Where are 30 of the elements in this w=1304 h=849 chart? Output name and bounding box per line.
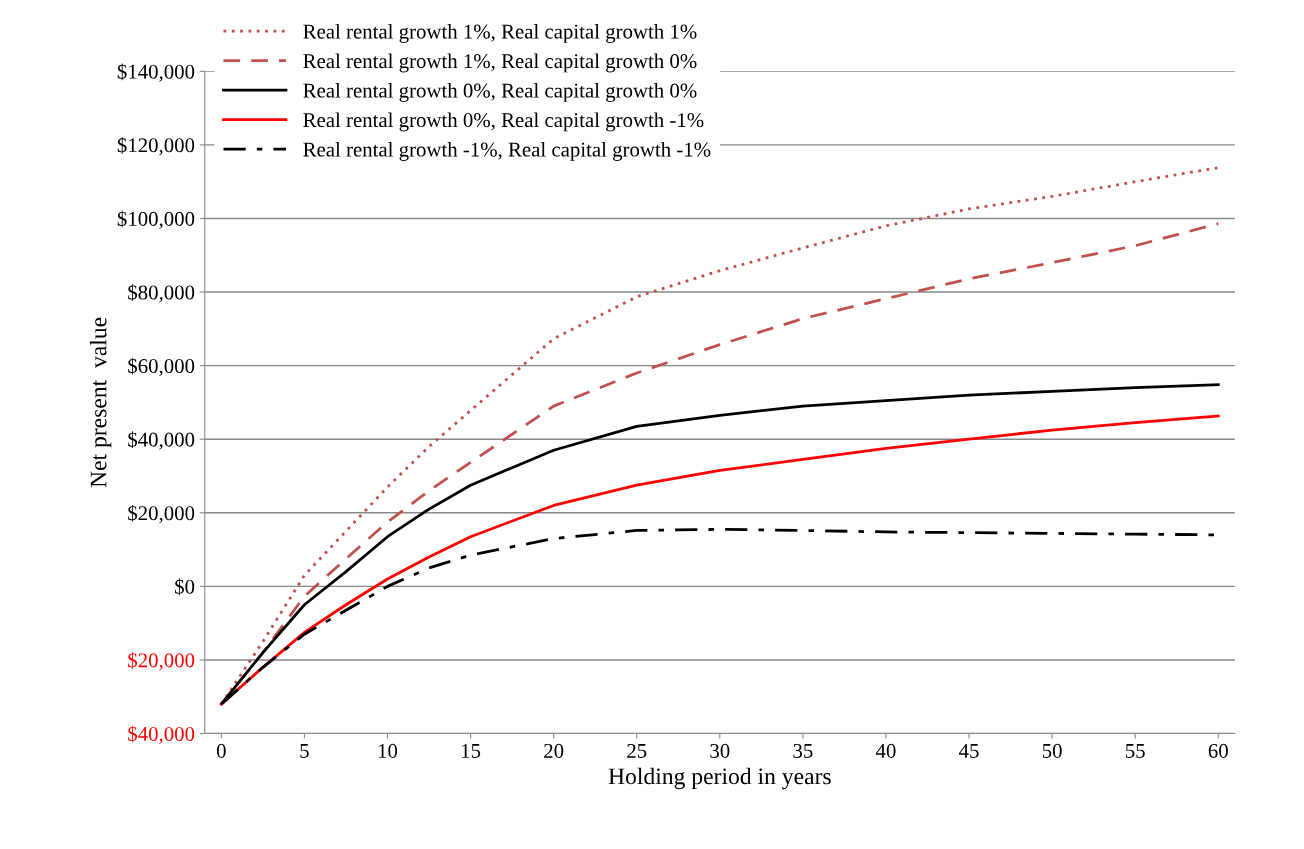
x-tick-label: 0	[216, 743, 226, 758]
x-tick-label: 50	[1042, 743, 1062, 758]
y-tick-label: $100,000	[117, 210, 195, 229]
x-tick-label: 60	[1208, 743, 1228, 758]
legend-label: Real rental growth -1%, Real capital growth -1%	[303, 141, 711, 161]
x-tick-label: 20	[544, 743, 564, 758]
x-tick-label: 40	[875, 743, 896, 758]
y-tick-label: $140,000	[117, 63, 195, 82]
x-tick-label: 15	[461, 743, 481, 758]
x-tick-label: 25	[627, 743, 647, 758]
x-tick-label: 10	[378, 743, 398, 758]
x-axis-title: Holding period in years	[608, 767, 831, 790]
y-tick-label: $0	[175, 578, 195, 596]
legend-label: Real rental growth 1%, Real capital growth 1%	[303, 23, 697, 43]
y-tick-label: $20,000	[128, 504, 195, 524]
x-tick-label: 5	[300, 744, 309, 758]
y-tick-label: $40,000	[128, 725, 195, 744]
x-tick-label: 35	[793, 743, 813, 758]
legend-label: Real rental growth 1%, Real capital growth 0%	[303, 53, 697, 73]
y-tick-label: $20,000	[128, 652, 195, 671]
y-axis-title: Net present value	[89, 317, 112, 488]
x-tick-label: 55	[1125, 744, 1145, 758]
y-tick-label: $40,000	[128, 431, 195, 450]
y-tick-label: $120,000	[117, 137, 195, 156]
x-tick-label: 30	[710, 743, 730, 758]
y-tick-label: $60,000	[128, 357, 195, 377]
legend-label: Real rental growth 0%, Real capital growth 0%	[303, 82, 697, 102]
x-tick-label: 45	[959, 744, 979, 758]
legend-label: Real rental growth 0%, Real capital growth -1%	[303, 112, 704, 132]
y-tick-label: $80,000	[128, 284, 195, 303]
